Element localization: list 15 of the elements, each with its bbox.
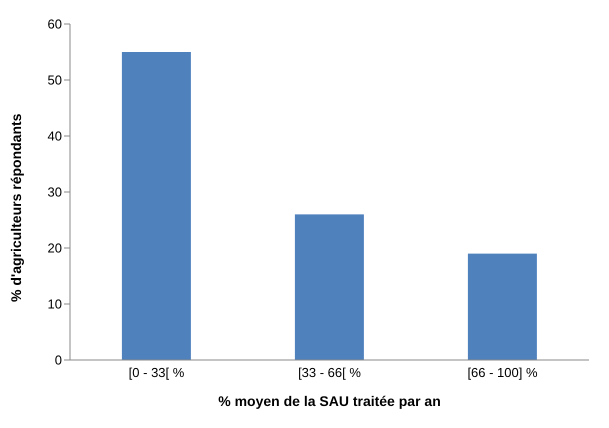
y-tick-label: 40 <box>48 128 62 144</box>
y-axis-title: % d'agriculteurs répondants <box>8 113 24 302</box>
x-axis-title: % moyen de la SAU traitée par an <box>218 393 441 409</box>
x-tick-label: [66 - 100] % <box>467 365 538 380</box>
y-tick-label: 20 <box>48 240 62 256</box>
y-tick-label: 60 <box>48 16 62 32</box>
x-tick-label: [0 - 33[ % <box>128 365 185 380</box>
bar <box>294 214 364 360</box>
bar <box>122 52 191 360</box>
x-tick-label: [33 - 66[ % <box>298 365 362 380</box>
y-tick-label: 30 <box>48 184 62 200</box>
y-tick-label: 0 <box>54 352 62 368</box>
y-tick-label: 50 <box>48 72 62 88</box>
y-tick-label: 10 <box>48 296 62 312</box>
bar <box>468 254 537 360</box>
